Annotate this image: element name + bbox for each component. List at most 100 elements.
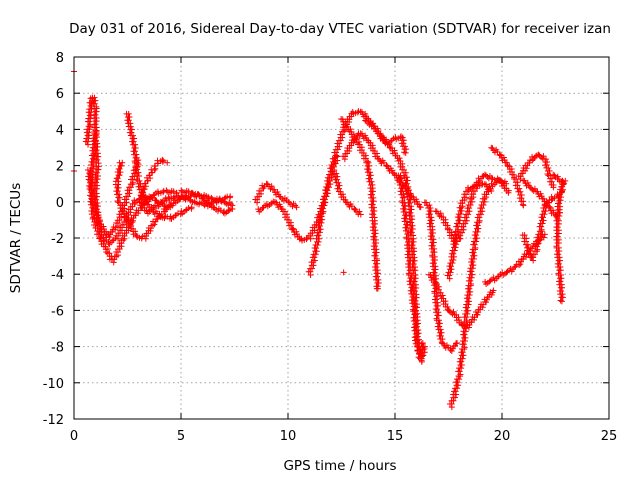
data-point	[406, 213, 413, 220]
data-point	[289, 225, 296, 232]
data-point	[556, 200, 563, 207]
data-point	[473, 235, 480, 242]
data-point	[116, 159, 123, 166]
data-point	[158, 199, 165, 206]
data-point	[125, 216, 132, 223]
data-point	[372, 243, 379, 250]
data-point	[462, 188, 469, 195]
data-point	[459, 197, 466, 204]
data-point	[412, 311, 419, 318]
data-point	[410, 318, 417, 325]
data-point	[92, 141, 99, 148]
data-point	[466, 285, 473, 292]
data-point	[556, 281, 563, 288]
data-point	[459, 349, 466, 356]
data-point	[540, 156, 547, 163]
data-point	[426, 214, 433, 221]
data-point	[165, 194, 172, 201]
data-point	[452, 385, 459, 392]
data-point	[373, 276, 380, 283]
data-point	[91, 135, 98, 142]
data-point	[511, 176, 518, 183]
data-point	[154, 200, 161, 207]
data-point	[475, 211, 482, 218]
data-point	[88, 184, 95, 191]
data-point	[431, 269, 438, 276]
data-point	[452, 244, 459, 251]
data-point	[118, 162, 125, 169]
data-point	[556, 257, 563, 264]
data-point	[373, 249, 380, 256]
data-point	[461, 331, 468, 338]
data-point	[406, 238, 413, 245]
data-point	[509, 171, 516, 178]
data-point	[557, 197, 564, 204]
data-point	[447, 263, 454, 270]
data-point	[402, 215, 409, 222]
data-point	[365, 166, 372, 173]
data-point	[406, 248, 413, 255]
data-point	[437, 332, 444, 339]
data-point	[413, 321, 420, 328]
data-point	[405, 251, 412, 258]
data-point	[463, 325, 470, 332]
data-point	[114, 169, 121, 176]
data-point	[412, 340, 419, 347]
data-point	[418, 353, 425, 360]
data-point	[429, 242, 436, 249]
data-point	[126, 184, 133, 191]
data-point	[403, 183, 410, 190]
data-point	[83, 135, 90, 142]
data-point	[456, 368, 463, 375]
data-point	[436, 320, 443, 327]
data-point	[91, 128, 98, 135]
data-point	[311, 254, 318, 261]
data-point	[408, 229, 415, 236]
data-point	[317, 226, 324, 233]
data-point	[227, 193, 234, 200]
data-point	[402, 202, 409, 209]
data-point	[540, 217, 547, 224]
data-point	[468, 255, 475, 262]
data-point	[407, 281, 414, 288]
data-point	[89, 215, 96, 222]
data-point	[399, 185, 406, 192]
data-point	[546, 203, 553, 210]
data-point	[91, 105, 98, 112]
data-point	[89, 158, 96, 165]
data-point	[89, 193, 96, 200]
data-point	[369, 201, 376, 208]
data-point	[539, 211, 546, 218]
data-point	[116, 165, 123, 172]
data-point	[407, 257, 414, 264]
data-point	[457, 371, 464, 378]
data-point	[470, 262, 477, 269]
data-point	[427, 211, 434, 218]
data-point	[559, 284, 566, 291]
data-point	[161, 215, 168, 222]
data-point	[558, 275, 565, 282]
data-point	[89, 180, 96, 187]
series-arc-18	[446, 177, 510, 411]
data-point	[448, 266, 455, 273]
data-point	[403, 235, 410, 242]
data-point	[460, 352, 467, 359]
data-point	[403, 212, 410, 219]
data-point	[89, 199, 96, 206]
data-point	[316, 235, 323, 242]
data-point	[357, 211, 364, 218]
data-point	[313, 245, 320, 252]
data-point	[338, 128, 345, 135]
data-point	[111, 253, 118, 260]
y-tick-label: -12	[43, 413, 64, 428]
data-point	[494, 273, 501, 280]
data-point	[412, 324, 419, 331]
data-point	[458, 361, 465, 368]
data-point	[411, 327, 418, 334]
data-point	[92, 225, 99, 232]
data-point	[134, 177, 141, 184]
data-point	[420, 343, 427, 350]
data-point	[430, 274, 437, 281]
data-point	[537, 220, 544, 227]
